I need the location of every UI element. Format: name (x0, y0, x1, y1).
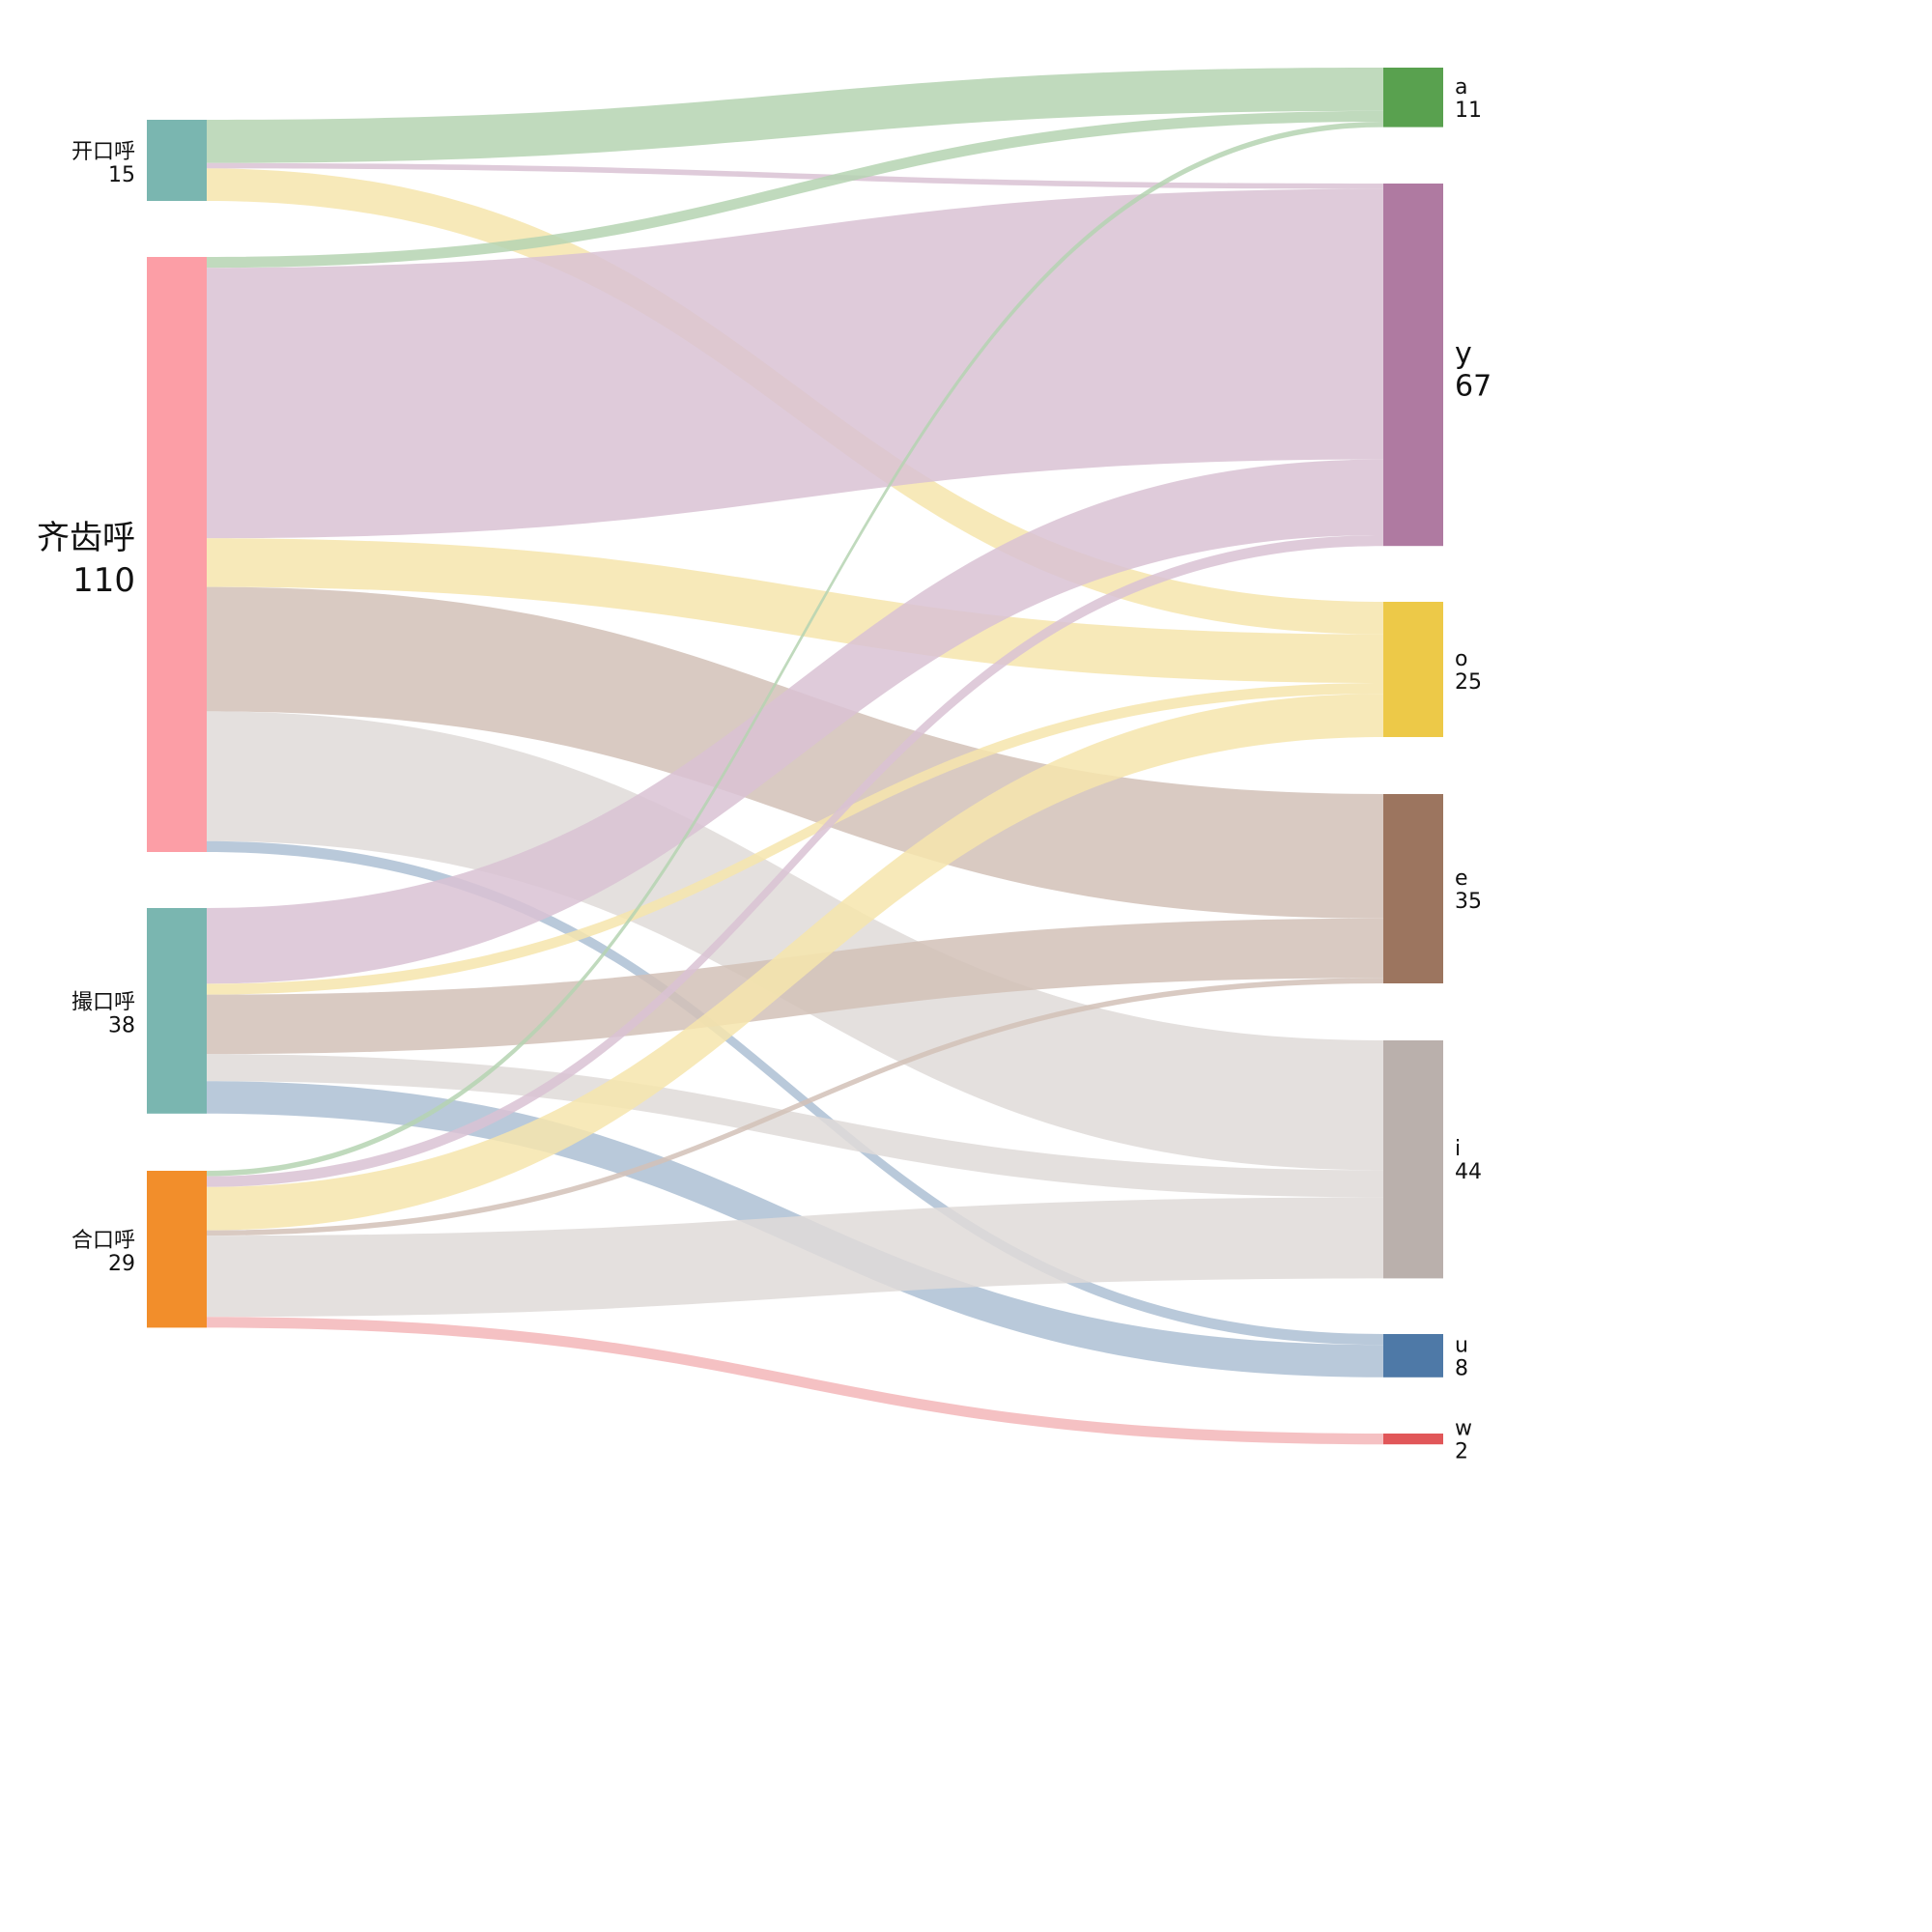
link-he-i (207, 1197, 1383, 1318)
link-qi-a (207, 110, 1383, 269)
node-label-w: w (1455, 1417, 1472, 1441)
node-kai (147, 120, 207, 201)
link-qi-o (207, 538, 1383, 683)
node-o (1383, 602, 1443, 737)
link-cuo-i (207, 1054, 1383, 1198)
link-kai-a (207, 68, 1383, 163)
node-y (1383, 184, 1443, 547)
node-label-i: i (1455, 1137, 1461, 1161)
node-value-u: 8 (1455, 1356, 1468, 1380)
link-he-w (207, 1317, 1383, 1445)
node-value-kai: 15 (108, 163, 135, 187)
node-label-u: u (1455, 1333, 1468, 1357)
node-qi (147, 257, 207, 852)
node-e (1383, 794, 1443, 983)
node-value-he: 29 (108, 1252, 135, 1276)
node-cuo (147, 908, 207, 1114)
node-value-o: 25 (1455, 670, 1482, 695)
link-he-o (207, 694, 1383, 1231)
link-qi-y (207, 188, 1383, 539)
node-value-cuo: 38 (108, 1013, 135, 1037)
node-label-he: 合口呼 (71, 1229, 135, 1253)
link-he-e (207, 978, 1383, 1236)
node-label-cuo: 撮口呼 (71, 990, 135, 1014)
node-label-kai: 开口呼 (71, 140, 135, 164)
node-value-i: 44 (1455, 1160, 1482, 1184)
link-cuo-e (207, 918, 1383, 1055)
link-he-y (207, 535, 1383, 1187)
link-cuo-o (207, 683, 1383, 995)
node-a (1383, 68, 1443, 128)
node-value-w: 2 (1455, 1440, 1468, 1464)
node-label-o: o (1455, 647, 1467, 671)
link-he-a (207, 122, 1383, 1177)
node-i (1383, 1040, 1443, 1279)
node-w (1383, 1434, 1443, 1445)
node-he (147, 1171, 207, 1328)
node-value-e: 35 (1455, 890, 1482, 914)
node-value-qi: 110 (72, 561, 135, 600)
node-u (1383, 1334, 1443, 1378)
node-value-y: 67 (1455, 370, 1492, 404)
node-value-a: 11 (1455, 99, 1482, 123)
node-label-qi: 齐齿呼 (37, 519, 135, 557)
node-label-a: a (1455, 75, 1467, 99)
sankey-links (207, 68, 1383, 1445)
link-cuo-y (207, 459, 1383, 984)
node-label-y: y (1455, 337, 1472, 371)
node-label-e: e (1455, 867, 1468, 891)
link-qi-u (207, 840, 1383, 1346)
link-kai-y (207, 162, 1383, 189)
